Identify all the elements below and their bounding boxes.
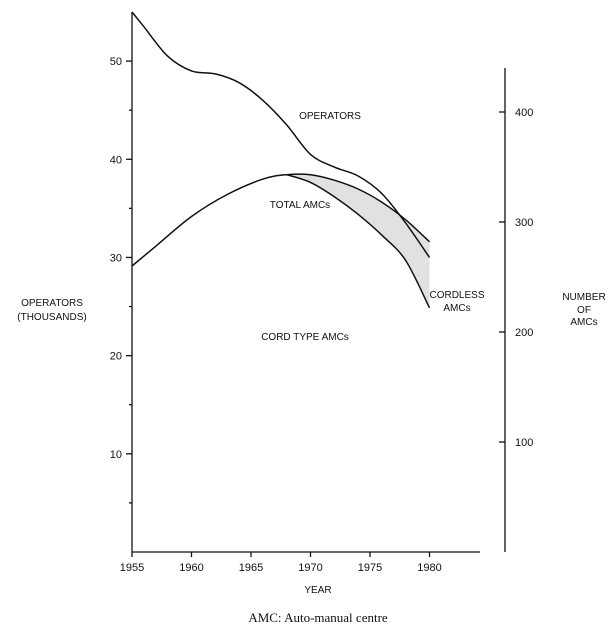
caption: AMC: Auto-manual centre bbox=[248, 610, 388, 625]
x-tick-label-1960: 1960 bbox=[179, 562, 203, 574]
right-tick-label-300: 300 bbox=[515, 217, 533, 229]
series-lines bbox=[132, 12, 430, 308]
right-axis-label-line2: OF bbox=[577, 305, 591, 316]
x-tick-label-1965: 1965 bbox=[239, 562, 263, 574]
right-axis-label-line3: AMCs bbox=[570, 317, 597, 328]
cordless-amcs-area bbox=[287, 174, 430, 307]
x-tick-label-1970: 1970 bbox=[298, 562, 322, 574]
left-axis-label-line1: OPERATORS bbox=[21, 298, 83, 309]
x-tick-label-1975: 1975 bbox=[358, 562, 382, 574]
left-axis-ticks: 10 20 30 40 50 bbox=[110, 56, 132, 503]
right-tick-label-100: 100 bbox=[515, 437, 533, 449]
x-tick-label-1980: 1980 bbox=[417, 562, 441, 574]
cordless-label-line2: AMCs bbox=[443, 303, 470, 314]
total-amcs-label: TOTAL AMCs bbox=[270, 200, 330, 211]
x-tick-label-1955: 1955 bbox=[120, 562, 144, 574]
left-tick-label-10: 10 bbox=[110, 449, 122, 461]
x-axis-ticks: 1955 1960 1965 1970 1975 1980 bbox=[120, 552, 442, 574]
right-axis-ticks: 100 200 300 400 bbox=[499, 107, 533, 449]
x-axis-label: YEAR bbox=[304, 585, 331, 596]
cordless-label-line1: CORDLESS bbox=[429, 290, 484, 301]
operators-label: OPERATORS bbox=[299, 111, 361, 122]
right-tick-label-200: 200 bbox=[515, 327, 533, 339]
left-axis-label-line2: (THOUSANDS) bbox=[17, 312, 86, 323]
left-tick-label-20: 20 bbox=[110, 351, 122, 363]
right-tick-label-400: 400 bbox=[515, 107, 533, 119]
left-tick-label-30: 30 bbox=[110, 252, 122, 264]
left-tick-label-40: 40 bbox=[110, 154, 122, 166]
cord-type-amcs-label: CORD TYPE AMCs bbox=[261, 332, 349, 343]
left-tick-label-50: 50 bbox=[110, 56, 122, 68]
right-axis-label-line1: NUMBER bbox=[562, 292, 605, 303]
